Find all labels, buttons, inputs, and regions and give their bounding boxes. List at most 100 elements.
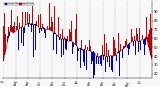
Bar [122, 49, 123, 58]
Bar [89, 40, 90, 51]
Bar [70, 32, 71, 41]
Bar [104, 34, 105, 56]
Bar [71, 21, 72, 41]
Bar [42, 24, 43, 28]
Bar [128, 44, 129, 55]
Bar [140, 41, 141, 50]
Bar [106, 43, 107, 57]
Bar [10, 25, 11, 31]
Bar [113, 37, 114, 55]
Bar [60, 34, 61, 38]
Bar [114, 40, 115, 56]
Bar [6, 21, 7, 47]
Bar [29, 14, 30, 24]
Bar [4, 13, 5, 55]
Bar [9, 32, 10, 36]
Bar [124, 46, 125, 48]
Bar [144, 39, 145, 55]
Bar [7, 36, 8, 42]
Bar [100, 56, 101, 64]
Bar [118, 33, 119, 53]
Bar [97, 53, 98, 57]
Bar [61, 39, 62, 57]
Bar [96, 56, 97, 64]
Bar [53, 33, 54, 50]
Bar [151, 28, 152, 58]
Bar [12, 27, 13, 32]
Bar [146, 17, 147, 39]
Bar [39, 28, 40, 33]
Bar [41, 28, 42, 31]
Bar [115, 48, 116, 56]
Bar [149, 30, 150, 50]
Bar [73, 43, 74, 47]
Bar [137, 34, 138, 41]
Bar [87, 47, 88, 49]
Bar [56, 35, 57, 54]
Bar [147, 37, 148, 42]
Bar [36, 21, 37, 26]
Bar [54, 6, 55, 34]
Bar [68, 41, 69, 55]
Bar [30, 24, 31, 25]
Bar [76, 14, 77, 46]
Bar [63, 39, 64, 55]
Bar [28, 23, 29, 38]
Bar [79, 43, 80, 49]
Legend: Below Avg, Above Avg: Below Avg, Above Avg [4, 3, 34, 5]
Bar [77, 47, 78, 61]
Bar [3, 26, 4, 61]
Bar [31, 24, 32, 32]
Bar [45, 30, 46, 38]
Bar [80, 48, 81, 68]
Bar [107, 57, 108, 62]
Bar [32, 6, 33, 25]
Bar [47, 26, 48, 29]
Bar [119, 26, 120, 51]
Bar [33, 25, 34, 57]
Bar [52, 22, 53, 31]
Bar [91, 52, 92, 64]
Bar [58, 17, 59, 37]
Bar [83, 50, 84, 62]
Bar [81, 40, 82, 50]
Bar [43, 27, 44, 29]
Bar [24, 27, 25, 33]
Bar [117, 52, 118, 53]
Bar [93, 51, 94, 78]
Bar [99, 48, 100, 56]
Bar [18, 30, 19, 50]
Bar [49, 3, 50, 30]
Bar [59, 37, 60, 40]
Bar [111, 56, 112, 70]
Bar [141, 40, 142, 46]
Bar [103, 55, 104, 60]
Bar [125, 41, 126, 47]
Bar [123, 46, 124, 49]
Bar [88, 6, 89, 51]
Bar [129, 43, 130, 49]
Bar [143, 40, 144, 44]
Bar [102, 45, 103, 55]
Bar [105, 57, 106, 72]
Bar [13, 26, 14, 33]
Bar [14, 22, 15, 32]
Bar [138, 41, 139, 52]
Bar [11, 10, 12, 31]
Bar [135, 41, 136, 55]
Bar [44, 28, 45, 33]
Bar [145, 38, 146, 45]
Bar [38, 15, 39, 27]
Bar [51, 17, 52, 31]
Bar [82, 49, 83, 50]
Bar [64, 37, 65, 39]
Bar [62, 29, 63, 39]
Bar [132, 41, 133, 49]
Bar [148, 34, 149, 47]
Bar [84, 49, 85, 66]
Bar [85, 45, 86, 50]
Bar [136, 28, 137, 40]
Bar [27, 12, 28, 24]
Bar [86, 50, 87, 70]
Bar [94, 53, 95, 75]
